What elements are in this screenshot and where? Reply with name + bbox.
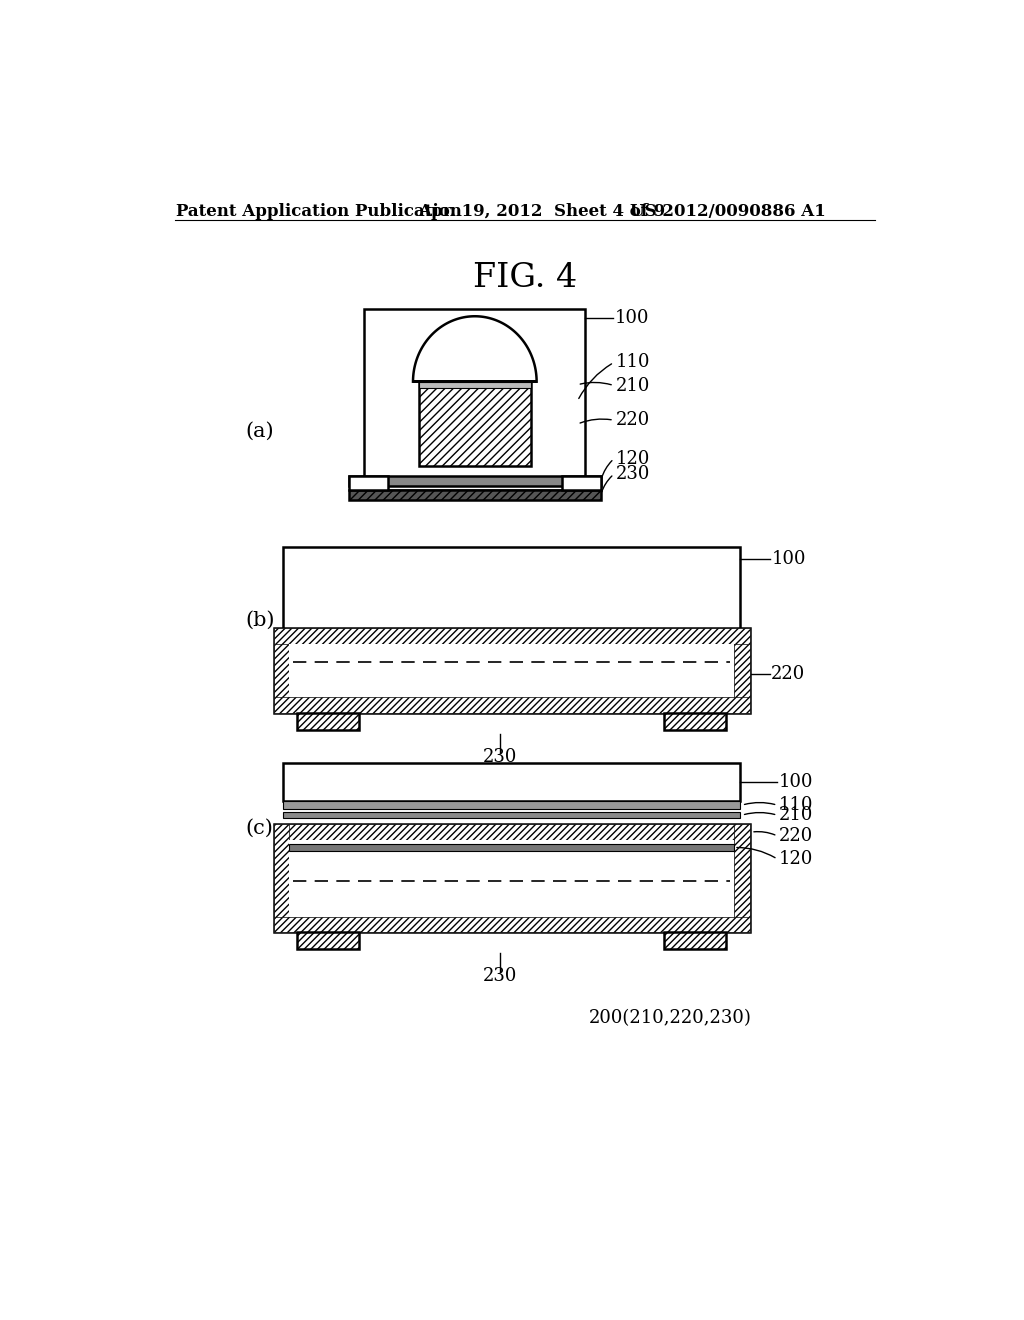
Text: Apr. 19, 2012  Sheet 4 of 9: Apr. 19, 2012 Sheet 4 of 9 [419, 203, 666, 220]
Polygon shape [273, 825, 750, 840]
Polygon shape [273, 825, 289, 932]
FancyBboxPatch shape [419, 381, 531, 388]
Text: 210: 210 [616, 376, 650, 395]
Polygon shape [734, 825, 750, 932]
FancyBboxPatch shape [665, 713, 726, 730]
Text: Patent Application Publication: Patent Application Publication [176, 203, 462, 220]
Text: 210: 210 [779, 807, 813, 824]
Text: 220: 220 [779, 828, 813, 845]
FancyBboxPatch shape [365, 309, 586, 490]
FancyBboxPatch shape [289, 843, 734, 851]
Text: (b): (b) [245, 611, 274, 630]
Text: 100: 100 [614, 309, 649, 327]
Text: 110: 110 [779, 796, 813, 814]
Polygon shape [273, 917, 750, 932]
Polygon shape [349, 475, 388, 490]
Text: 120: 120 [616, 450, 650, 467]
FancyBboxPatch shape [283, 801, 740, 809]
FancyBboxPatch shape [273, 825, 750, 932]
Text: 200(210,220,230): 200(210,220,230) [589, 1010, 752, 1027]
FancyBboxPatch shape [283, 548, 740, 636]
Text: 220: 220 [771, 665, 806, 684]
Text: (a): (a) [246, 422, 274, 441]
Polygon shape [734, 628, 750, 713]
Text: 230: 230 [482, 968, 517, 985]
FancyBboxPatch shape [273, 628, 750, 713]
Text: 120: 120 [779, 850, 813, 869]
FancyBboxPatch shape [349, 475, 601, 487]
Text: (c): (c) [246, 818, 273, 838]
Text: FIG. 4: FIG. 4 [473, 261, 577, 294]
Text: 100: 100 [779, 774, 813, 791]
FancyBboxPatch shape [289, 840, 734, 917]
FancyBboxPatch shape [297, 932, 359, 949]
FancyBboxPatch shape [419, 381, 531, 466]
FancyBboxPatch shape [297, 713, 359, 730]
Polygon shape [413, 317, 537, 381]
FancyBboxPatch shape [289, 644, 734, 697]
FancyBboxPatch shape [283, 812, 740, 818]
Polygon shape [562, 475, 601, 490]
Text: 110: 110 [616, 354, 650, 371]
Text: 230: 230 [482, 747, 517, 766]
Text: US 2012/0090886 A1: US 2012/0090886 A1 [630, 203, 826, 220]
Text: 220: 220 [616, 412, 650, 429]
Polygon shape [273, 628, 750, 644]
Text: 230: 230 [616, 465, 650, 483]
Polygon shape [273, 697, 750, 713]
Text: 100: 100 [771, 550, 806, 568]
FancyBboxPatch shape [349, 490, 601, 500]
Polygon shape [273, 628, 289, 713]
FancyBboxPatch shape [283, 763, 740, 801]
FancyBboxPatch shape [665, 932, 726, 949]
